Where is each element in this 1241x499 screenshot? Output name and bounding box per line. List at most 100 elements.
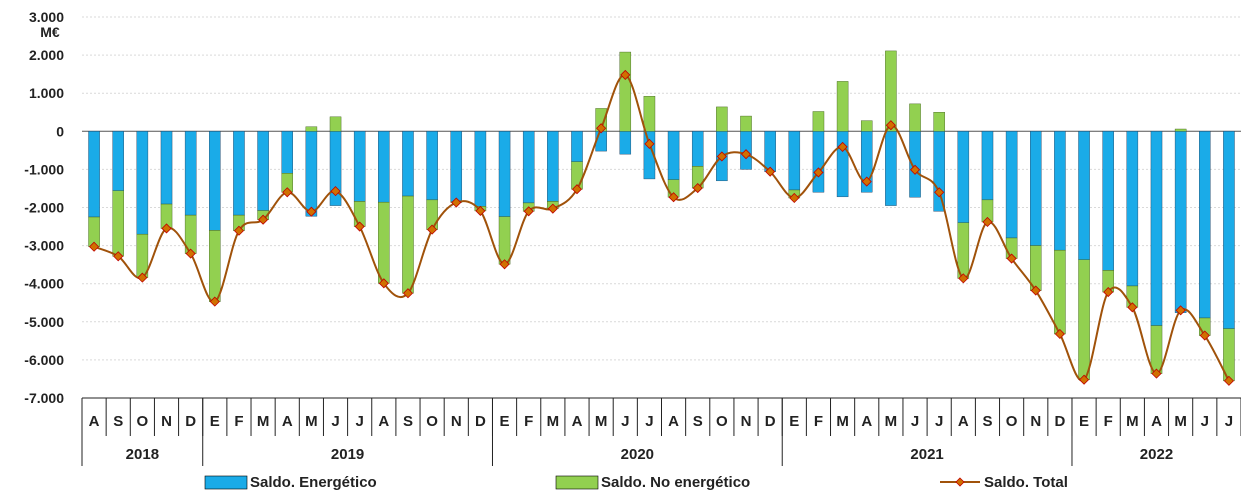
- x-tick-label: J: [935, 413, 943, 430]
- y-axis: 3.000 2.000 1.000 0 -1.000 -2.000 -3.000 -4.000…: [24, 9, 64, 406]
- x-tick-label: D: [185, 413, 196, 430]
- total-marker: [668, 192, 679, 203]
- x-tick-label: S: [982, 413, 992, 430]
- total-marker: [813, 167, 824, 178]
- bar-energetico: [547, 131, 559, 202]
- bar-energetico: [595, 131, 607, 152]
- x-tick-label: M: [257, 413, 270, 430]
- bar-energetico: [281, 131, 293, 174]
- bar-energetico: [257, 131, 269, 211]
- bar-no-energetico: [112, 190, 124, 257]
- bar-energetico: [233, 131, 245, 216]
- bar-energetico: [1150, 131, 1163, 326]
- x-tick-label: J: [621, 413, 629, 430]
- bar-no-energetico: [716, 106, 728, 132]
- y-tick-label: -3.000: [24, 238, 64, 254]
- total-marker: [499, 259, 510, 270]
- bar-energetico: [522, 131, 535, 204]
- total-marker: [161, 223, 172, 234]
- total-marker: [1103, 287, 1114, 298]
- bar-energetico: [88, 131, 100, 218]
- bar-no-energetico: [1078, 259, 1090, 380]
- bar-no-energetico: [378, 201, 390, 284]
- x-tick-label: E: [210, 413, 220, 430]
- legend-swatch-no-energetico: [555, 475, 599, 490]
- y-tick-label: -5.000: [24, 314, 64, 330]
- year-label: 2018: [126, 446, 159, 463]
- x-tick-label: D: [765, 413, 776, 430]
- bar-no-energetico: [209, 230, 221, 302]
- year-label: 2019: [331, 446, 364, 463]
- bar-energetico: [450, 131, 463, 202]
- x-tick-label: J: [356, 413, 364, 430]
- bar-energetico: [957, 131, 970, 223]
- total-marker: [523, 206, 534, 217]
- total-marker: [233, 225, 245, 236]
- bar-no-energetico: [402, 195, 414, 294]
- bar-energetico: [764, 131, 776, 172]
- bar-no-energetico: [860, 120, 873, 132]
- bar-no-energetico: [329, 116, 342, 132]
- total-marker: [982, 216, 993, 228]
- total-marker: [427, 224, 438, 235]
- y-tick-label: 1.000: [29, 85, 64, 101]
- x-tick-label: E: [500, 413, 510, 430]
- total-marker: [885, 120, 896, 131]
- x-tick-label: J: [1225, 413, 1233, 430]
- x-tick-label: S: [693, 413, 703, 430]
- y-tick-label: 3.000: [29, 9, 64, 25]
- bar-energetico: [1078, 131, 1090, 260]
- total-marker: [1030, 285, 1041, 296]
- bar-energetico: [402, 131, 414, 197]
- x-tick-label: F: [524, 413, 533, 430]
- legend-swatch-energetico: [204, 475, 248, 490]
- y-axis-unit: M€: [40, 24, 60, 40]
- bar-energetico: [209, 131, 221, 231]
- total-marker: [716, 151, 727, 162]
- bar-no-energetico: [836, 81, 849, 132]
- bar-energetico: [353, 131, 366, 202]
- x-tick-label: E: [1079, 413, 1089, 430]
- bar-energetico: [571, 131, 583, 162]
- bar-energetico: [474, 131, 487, 207]
- x-tick-label: S: [403, 413, 413, 430]
- total-marker: [958, 273, 969, 284]
- bar-no-energetico: [885, 50, 897, 132]
- x-tick-label: A: [89, 413, 100, 430]
- total-marker: [692, 183, 703, 194]
- gridlines: [82, 16, 1241, 399]
- total-marker: [765, 166, 776, 177]
- total-marker: [1006, 253, 1017, 264]
- total-marker: [1127, 302, 1138, 313]
- y-tick-label: -4.000: [24, 276, 64, 292]
- total-marker: [451, 197, 462, 208]
- year-label: 2022: [1140, 446, 1173, 463]
- bar-energetico: [812, 131, 825, 193]
- x-tick-label: O: [1006, 413, 1018, 430]
- year-label: 2020: [621, 446, 654, 463]
- bar-energetico: [160, 131, 173, 205]
- bar-energetico: [1223, 131, 1235, 329]
- bar-energetico: [933, 131, 945, 212]
- x-tick-label: A: [572, 413, 583, 430]
- bar-energetico: [305, 131, 318, 217]
- bar-energetico: [112, 131, 124, 191]
- bar-no-energetico: [909, 103, 921, 132]
- total-marker: [1054, 328, 1065, 340]
- x-tick-label: D: [1054, 413, 1065, 430]
- x-tick-label: A: [958, 413, 969, 430]
- total-marker: [1199, 330, 1210, 341]
- x-tick-label: N: [1030, 413, 1041, 430]
- bar-energetico: [981, 131, 994, 201]
- bar-energetico: [836, 131, 849, 198]
- bar-no-energetico: [1174, 128, 1187, 132]
- x-tick-label: A: [282, 413, 293, 430]
- total-marker: [620, 69, 631, 80]
- bar-energetico: [136, 131, 149, 235]
- x-tick-label: M: [1126, 413, 1139, 430]
- year-label: 2021: [910, 446, 943, 463]
- total-marker: [934, 187, 945, 198]
- x-tick-label: O: [426, 413, 438, 430]
